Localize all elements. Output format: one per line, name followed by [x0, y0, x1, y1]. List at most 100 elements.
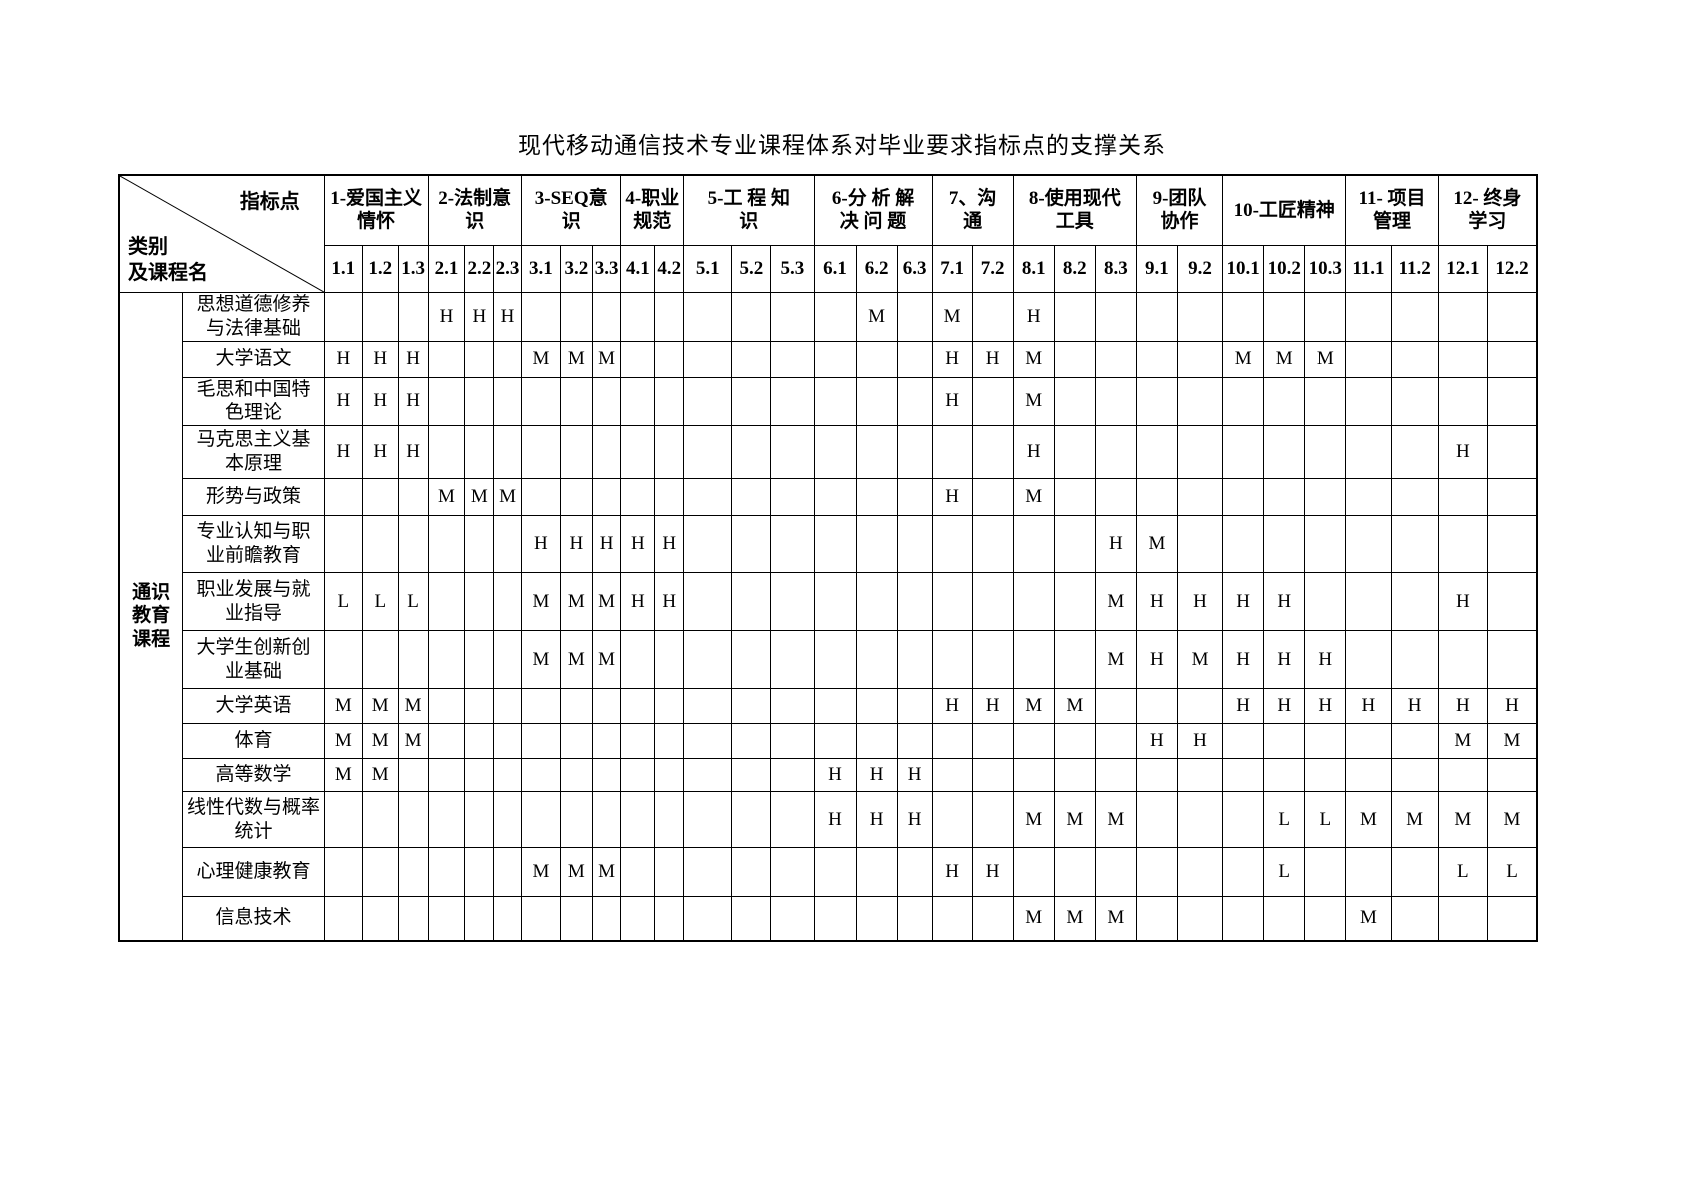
course-name-line: 大学生创新创	[196, 636, 311, 658]
subcol-header: 12.2	[1486, 244, 1538, 294]
mark-cell: M	[1094, 572, 1137, 631]
mark-cell	[591, 723, 622, 759]
course-name-line: 专业认知与职	[196, 521, 311, 543]
course-name-cell: 体育	[182, 723, 325, 759]
subcol-header: 7.2	[971, 244, 1014, 294]
mark-cell	[855, 515, 898, 573]
mark-cell	[1437, 758, 1488, 792]
mark-cell	[493, 758, 522, 792]
mark-cell	[464, 376, 495, 426]
mark-cell	[770, 515, 815, 573]
mark-cell	[770, 758, 815, 792]
mark-cell	[1094, 688, 1137, 724]
course-name-line: 大学语文	[215, 348, 292, 370]
mark-cell	[1053, 340, 1096, 378]
group-header: 5-工 程 知识	[683, 174, 815, 246]
mark-cell	[855, 688, 898, 724]
mark-cell: L	[1263, 791, 1306, 848]
mark-cell	[427, 630, 466, 689]
group-header: 2-法制意识	[427, 174, 522, 246]
mark-cell	[1135, 791, 1178, 848]
mark-cell: H	[931, 847, 973, 897]
mark-cell	[464, 340, 495, 378]
mark-cell	[1222, 723, 1265, 759]
mark-cell	[1304, 478, 1347, 516]
mark-cell	[464, 630, 495, 689]
mark-cell	[1345, 376, 1392, 426]
mark-cell	[1135, 425, 1178, 479]
mark-cell	[731, 896, 772, 941]
mark-cell: H	[520, 515, 561, 573]
course-name-line: 形势与政策	[205, 486, 301, 508]
mark-cell	[1135, 292, 1178, 342]
mark-cell: M	[520, 630, 561, 689]
mark-cell	[931, 425, 973, 479]
mark-cell	[855, 478, 898, 516]
mark-cell	[683, 758, 733, 792]
mark-cell	[1390, 376, 1439, 426]
mark-cell	[361, 292, 399, 342]
mark-cell: M	[1486, 791, 1538, 848]
mark-cell	[427, 896, 466, 941]
subcol-header: 12.1	[1437, 244, 1488, 294]
mark-cell	[1437, 896, 1488, 941]
table-row: 马克思主义基 本原理 H H H H H	[119, 425, 1538, 479]
mark-cell	[971, 723, 1014, 759]
mark-cell: M	[591, 630, 622, 689]
mark-cell: M	[591, 572, 622, 631]
mark-cell	[896, 292, 933, 342]
mark-cell	[813, 425, 857, 479]
mark-cell	[683, 723, 733, 759]
group-header-label: 管理	[1373, 211, 1412, 233]
table-row: 大学语文 H H H M M M H H M M M M	[119, 340, 1538, 378]
diagonal-line	[120, 176, 324, 292]
mark-cell	[683, 847, 733, 897]
mark-cell	[620, 847, 656, 897]
subcol-header: 4.1	[620, 244, 656, 294]
table-row: 体育 M M M H H M M	[119, 723, 1538, 759]
group-header-label: 协作	[1160, 211, 1199, 233]
mark-cell	[591, 758, 622, 792]
mark-cell: H	[1222, 630, 1265, 689]
course-name-line: 大学英语	[215, 695, 292, 717]
mark-cell: H	[397, 376, 429, 426]
mark-cell	[520, 292, 561, 342]
mark-cell: H	[397, 340, 429, 378]
mark-cell: M	[855, 292, 898, 342]
mark-cell	[770, 847, 815, 897]
mark-cell: H	[654, 515, 685, 573]
mark-cell	[896, 847, 933, 897]
mark-cell	[464, 688, 495, 724]
mark-cell	[1263, 896, 1306, 941]
mark-cell: M	[1012, 791, 1055, 848]
mark-cell	[520, 896, 561, 941]
mark-cell: H	[1263, 572, 1306, 631]
mark-cell	[731, 572, 772, 631]
subcol-header: 10.1	[1222, 244, 1265, 294]
mark-cell: M	[1486, 723, 1538, 759]
mark-cell: H	[464, 292, 495, 342]
mark-cell	[1135, 758, 1178, 792]
mark-cell: H	[971, 340, 1014, 378]
mark-cell	[813, 340, 857, 378]
subcol-header: 6.2	[855, 244, 898, 294]
mark-cell	[323, 896, 363, 941]
mark-cell	[1263, 425, 1306, 479]
mark-cell: L	[1437, 847, 1488, 897]
mark-cell: H	[397, 425, 429, 479]
mark-cell	[1437, 515, 1488, 573]
mark-cell	[971, 896, 1014, 941]
mark-cell: M	[397, 723, 429, 759]
mark-cell: M	[1012, 688, 1055, 724]
mark-cell	[1222, 758, 1265, 792]
mark-cell: M	[559, 340, 593, 378]
subcol-header: 9.2	[1176, 244, 1224, 294]
mark-cell	[1135, 376, 1178, 426]
subcol-header: 8.3	[1094, 244, 1137, 294]
mark-cell	[427, 723, 466, 759]
course-name-cell: 职业发展与就 业指导	[182, 572, 325, 631]
mark-cell	[1263, 515, 1306, 573]
mark-cell	[1053, 515, 1096, 573]
mark-cell	[427, 376, 466, 426]
mark-cell	[493, 630, 522, 689]
